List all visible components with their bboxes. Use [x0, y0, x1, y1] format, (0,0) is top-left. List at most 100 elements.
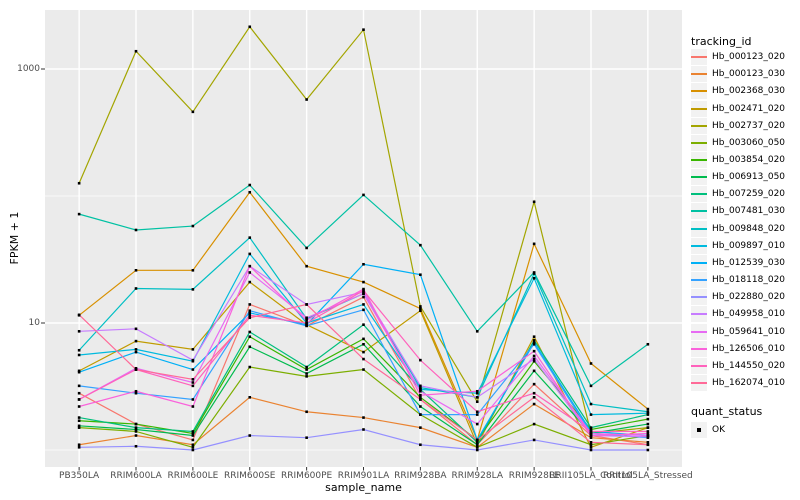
legend-item: Hb_009848_020 — [691, 220, 785, 237]
data-point — [532, 339, 536, 342]
data-point — [362, 289, 365, 292]
legend-key-box — [691, 357, 707, 374]
data-point — [419, 426, 422, 429]
data-point — [248, 335, 252, 339]
legend-key-line — [691, 279, 707, 282]
data-point — [134, 268, 138, 272]
data-point — [419, 405, 422, 408]
data-point — [646, 413, 650, 416]
data-point — [475, 410, 479, 414]
x-tick-label: RRIM600LE — [167, 471, 219, 481]
legend-key-line — [691, 382, 707, 385]
x-tick-label: RRIM928LA — [451, 471, 503, 481]
legend-item-label: OK — [712, 424, 725, 435]
legend-key-box — [691, 289, 707, 306]
data-point — [248, 330, 252, 334]
data-point — [191, 348, 195, 351]
data-point — [191, 378, 195, 381]
data-point — [248, 252, 252, 256]
data-point — [532, 422, 536, 426]
legend-item-label: Hb_012539_030 — [712, 257, 786, 268]
data-point — [305, 321, 308, 325]
data-point — [589, 432, 593, 435]
data-point — [77, 348, 81, 352]
data-point — [589, 413, 593, 416]
data-point — [77, 419, 81, 423]
data-point — [134, 389, 138, 393]
data-point — [532, 272, 536, 275]
data-point — [362, 193, 365, 197]
data-point — [475, 330, 479, 333]
data-point — [248, 311, 252, 315]
data-point — [475, 400, 479, 404]
data-point — [362, 28, 365, 31]
y-axis-title: FPKM + 1 — [8, 211, 21, 265]
data-point — [77, 405, 81, 408]
data-point — [77, 384, 81, 388]
legend-key-line — [691, 261, 707, 264]
data-point — [532, 342, 536, 346]
data-point — [77, 181, 81, 185]
data-point — [191, 381, 195, 384]
x-tick-label: RRIM600LA — [110, 471, 162, 481]
data-point — [248, 183, 252, 187]
legend-key-box — [691, 117, 707, 134]
data-point — [134, 350, 138, 354]
data-point — [419, 243, 422, 247]
data-point — [475, 413, 479, 416]
legend-item: Hb_049958_010 — [691, 306, 785, 323]
data-point — [362, 287, 365, 291]
data-point — [589, 440, 593, 444]
data-point — [248, 313, 252, 317]
legend-item-label: Hb_049958_010 — [712, 309, 786, 320]
legend-item-label: Hb_002737_020 — [712, 120, 786, 131]
legend-item-label: Hb_002471_020 — [712, 103, 786, 114]
data-point — [532, 354, 536, 358]
legend-key-line — [691, 330, 707, 333]
legend-title-tracking-id: tracking_id — [691, 35, 752, 48]
legend-key-line — [691, 364, 707, 367]
data-point — [419, 309, 422, 312]
data-point — [589, 362, 593, 365]
legend-key-line — [691, 296, 707, 299]
legend-item-label: Hb_009897_010 — [712, 240, 786, 251]
legend-item: Hb_007481_030 — [691, 203, 785, 220]
data-point — [646, 410, 650, 414]
legend-item-label: Hb_144550_020 — [712, 360, 786, 371]
data-point — [191, 432, 195, 435]
data-point — [532, 242, 536, 246]
data-point — [589, 428, 593, 431]
data-point — [419, 398, 422, 401]
data-point — [419, 307, 422, 310]
data-point — [305, 264, 308, 268]
data-point — [134, 287, 138, 290]
data-point — [191, 384, 195, 388]
data-point — [305, 436, 308, 439]
data-point — [532, 369, 536, 373]
legend-item: Hb_000123_020 — [691, 49, 785, 66]
data-point — [589, 446, 593, 449]
legend-key-line — [691, 227, 707, 230]
ok-point-icon — [697, 427, 701, 432]
y-tick-label: 10 — [28, 318, 40, 328]
data-point — [475, 422, 479, 426]
data-point — [532, 335, 536, 339]
data-point — [646, 440, 650, 444]
data-point — [532, 395, 536, 399]
legend-item: Hb_162074_010 — [691, 374, 785, 392]
legend-item: Hb_006913_050 — [691, 169, 785, 186]
data-point — [134, 49, 138, 53]
data-point — [134, 348, 138, 351]
data-point — [532, 276, 536, 280]
legend-item: Hb_003060_050 — [691, 134, 785, 151]
data-point — [419, 413, 422, 416]
legend-item: Hb_007259_020 — [691, 186, 785, 203]
legend-key-line — [691, 347, 707, 350]
x-tick-label: RRIM928LE — [508, 471, 560, 481]
data-point — [589, 443, 593, 447]
data-point — [134, 391, 138, 395]
data-point — [77, 313, 81, 317]
data-point — [248, 395, 252, 399]
legend-key-box — [691, 421, 707, 438]
data-point — [248, 365, 252, 369]
